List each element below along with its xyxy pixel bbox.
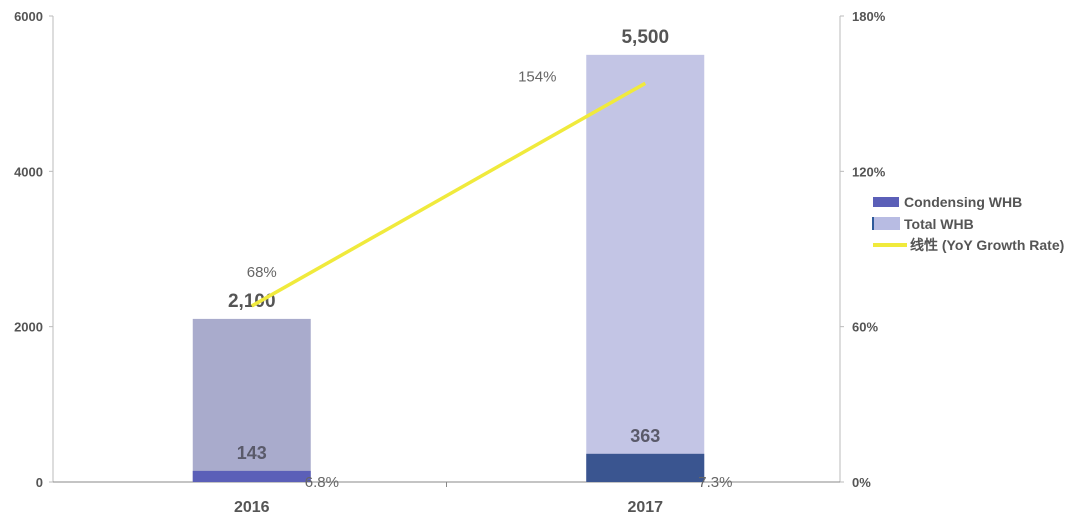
bar-condensing-whb [586, 453, 705, 482]
left-tick-label: 4000 [14, 164, 43, 179]
legend-swatch-growth [873, 243, 907, 247]
growth-rate-line [250, 81, 647, 308]
legend-label-condensing: Condensing WHB [904, 194, 1022, 210]
bar-total-whb [586, 54, 705, 482]
legend-swatch-total-border [872, 217, 874, 230]
share-label: 6.8% [305, 474, 339, 491]
x-category-label: 2017 [627, 499, 663, 516]
total-value-label: 2,100 [228, 291, 276, 312]
condensing-value-label: 363 [630, 426, 660, 446]
left-tick-label: 2000 [14, 320, 43, 335]
right-tick-label: 120% [852, 164, 886, 179]
right-tick-label: 0% [852, 475, 871, 490]
condensing-value-label: 143 [237, 443, 267, 463]
legend-swatch-total [873, 217, 900, 230]
legend-label-total: Total WHB [904, 216, 974, 232]
total-value-label: 5,500 [621, 27, 669, 48]
legend-swatch-condensing [873, 197, 899, 207]
bar-total-whb [192, 318, 311, 482]
right-tick-label: 180% [852, 9, 886, 24]
left-tick-label: 0 [36, 475, 43, 490]
x-category-label: 2016 [234, 499, 270, 516]
share-label: 7.3% [698, 474, 732, 491]
bar-condensing-whb [192, 470, 311, 482]
legend-label-growth: 线性 (YoY Growth Rate) [910, 237, 1064, 253]
legend: Condensing WHB Total WHB 线性 (YoY Growth … [872, 194, 1064, 253]
left-tick-label: 6000 [14, 9, 43, 24]
growth-label: 68% [247, 264, 277, 281]
right-tick-label: 60% [852, 320, 878, 335]
growth-label: 154% [518, 68, 556, 85]
